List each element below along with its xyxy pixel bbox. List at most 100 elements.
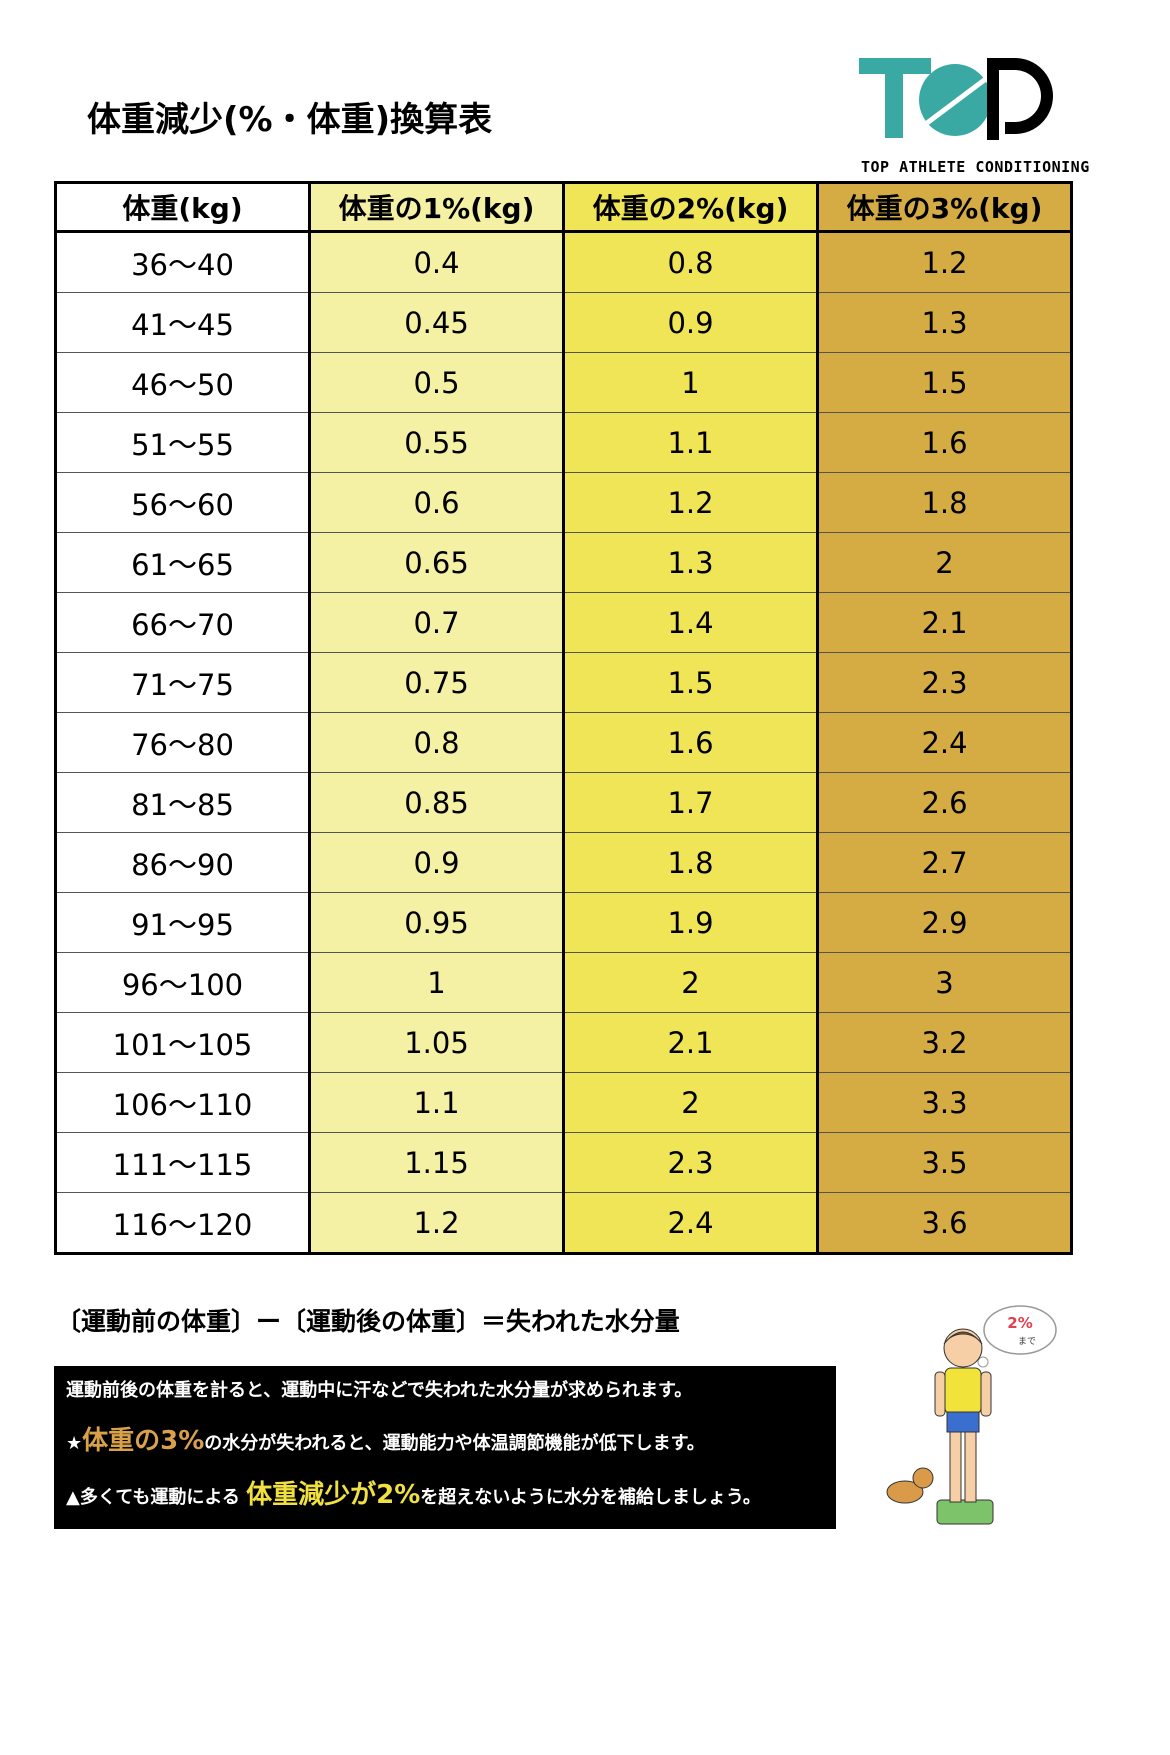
table-cell: 1 bbox=[309, 952, 565, 1013]
table-cell: 0.6 bbox=[309, 472, 565, 533]
table-cell: 2.3 bbox=[563, 1132, 819, 1193]
note-line: ★体重の3%の水分が失われると、運動能力や体温調節機能が低下します。 bbox=[66, 1420, 705, 1457]
note-text: ▲多くても運動による bbox=[66, 1487, 247, 1508]
column-header: 体重の3%(kg) bbox=[816, 181, 1073, 233]
table-cell: 76〜80 bbox=[55, 712, 311, 773]
table-cell: 3.2 bbox=[817, 1012, 1072, 1073]
table-row: 111〜115 1.15 2.3 3.5 bbox=[55, 1132, 1072, 1193]
header-row: 体重(kg) 体重の1%(kg) 体重の2%(kg) 体重の3%(kg) bbox=[54, 181, 1073, 233]
table-row: 86〜90 0.9 1.8 2.7 bbox=[55, 832, 1072, 893]
table-row: 36〜40 0.4 0.8 1.2 bbox=[55, 231, 1072, 293]
table-cell: 106〜110 bbox=[55, 1072, 311, 1133]
table-row: 61〜65 0.65 1.3 2 bbox=[55, 532, 1072, 593]
table-cell: 2.1 bbox=[563, 1012, 819, 1073]
table-cell: 2.7 bbox=[817, 832, 1072, 893]
table-cell: 3 bbox=[817, 952, 1072, 1013]
table-cell: 2.1 bbox=[817, 592, 1072, 653]
table-row: 71〜75 0.75 1.5 2.3 bbox=[55, 652, 1072, 713]
note-text: を超えないように水分を補給しましょう。 bbox=[420, 1487, 761, 1508]
column-header: 体重の2%(kg) bbox=[562, 181, 819, 233]
table-row: 66〜70 0.7 1.4 2.1 bbox=[55, 592, 1072, 653]
table-cell: 1.15 bbox=[309, 1132, 565, 1193]
table-cell: 0.95 bbox=[309, 892, 565, 953]
table-row: 81〜85 0.85 1.7 2.6 bbox=[55, 772, 1072, 833]
table-row: 101〜105 1.05 2.1 3.2 bbox=[55, 1012, 1072, 1073]
table-cell: 36〜40 bbox=[55, 231, 311, 293]
column-header: 体重(kg) bbox=[54, 181, 311, 233]
table-cell: 2.6 bbox=[817, 772, 1072, 833]
table-cell: 1.5 bbox=[817, 352, 1072, 413]
table-cell: 51〜55 bbox=[55, 412, 311, 473]
table-cell: 0.7 bbox=[309, 592, 565, 653]
table-cell: 0.5 bbox=[309, 352, 565, 413]
table-cell: 2 bbox=[563, 1072, 819, 1133]
note-highlight: 体重減少が2% bbox=[246, 1480, 421, 1510]
note-line: 運動前後の体重を計ると、運動中に汗などで失われた水分量が求められます。 bbox=[66, 1380, 693, 1401]
table-cell: 0.8 bbox=[309, 712, 565, 773]
notes-box: 運動前後の体重を計ると、運動中に汗などで失われた水分量が求められます。 ★体重の… bbox=[54, 1366, 836, 1529]
logo bbox=[859, 58, 1053, 140]
table-cell: 2 bbox=[563, 952, 819, 1013]
table-cell: 0.75 bbox=[309, 652, 565, 713]
bubble-subtext: まで bbox=[1018, 1336, 1036, 1347]
table-cell: 2 bbox=[817, 532, 1072, 593]
table-cell: 56〜60 bbox=[55, 472, 311, 533]
table-cell: 71〜75 bbox=[55, 652, 311, 713]
table-row: 91〜95 0.95 1.9 2.9 bbox=[55, 892, 1072, 953]
table-cell: 1.2 bbox=[309, 1192, 565, 1254]
table-cell: 1.8 bbox=[563, 832, 819, 893]
table-cell: 3.5 bbox=[817, 1132, 1072, 1193]
table-row: 41〜45 0.45 0.9 1.3 bbox=[55, 292, 1072, 353]
table-cell: 81〜85 bbox=[55, 772, 311, 833]
note-highlight: 体重の3% bbox=[82, 1426, 205, 1456]
table-row: 56〜60 0.6 1.2 1.8 bbox=[55, 472, 1072, 533]
note-line: ▲多くても運動による 体重減少が2%を超えないように水分を補給しましょう。 bbox=[66, 1474, 761, 1511]
table-cell: 1.1 bbox=[309, 1072, 565, 1133]
table-cell: 41〜45 bbox=[55, 292, 311, 353]
table-cell: 61〜65 bbox=[55, 532, 311, 593]
conversion-table: 体重(kg) 体重の1%(kg) 体重の2%(kg) 体重の3%(kg) 36〜40 0… bbox=[54, 181, 1073, 1255]
table-cell: 0.65 bbox=[309, 532, 565, 593]
table-cell: 1.6 bbox=[563, 712, 819, 773]
table-cell: 2.4 bbox=[817, 712, 1072, 773]
note-text: ★ bbox=[66, 1433, 83, 1454]
table-cell: 1.2 bbox=[817, 231, 1072, 293]
formula: 〔運動前の体重〕ー〔運動後の体重〕＝失われた水分量 bbox=[56, 1307, 680, 1336]
table-cell: 0.4 bbox=[309, 231, 565, 293]
table-row: 96〜100 1 2 3 bbox=[55, 952, 1072, 1013]
table-cell: 1.3 bbox=[817, 292, 1072, 353]
table-cell: 46〜50 bbox=[55, 352, 311, 413]
table-cell: 1 bbox=[563, 352, 819, 413]
table-cell: 1.6 bbox=[817, 412, 1072, 473]
table-cell: 3.3 bbox=[817, 1072, 1072, 1133]
logo-caption: TOP ATHLETE CONDITIONING bbox=[861, 158, 1090, 176]
table-cell: 1.05 bbox=[309, 1012, 565, 1073]
table-row: 51〜55 0.55 1.1 1.6 bbox=[55, 412, 1072, 473]
table-cell: 3.6 bbox=[817, 1192, 1072, 1254]
table-cell: 1.8 bbox=[817, 472, 1072, 533]
table-cell: 2.3 bbox=[817, 652, 1072, 713]
table-row: 76〜80 0.8 1.6 2.4 bbox=[55, 712, 1072, 773]
note-text: の水分が失われると、運動能力や体温調節機能が低下します。 bbox=[204, 1433, 705, 1454]
table-cell: 1.5 bbox=[563, 652, 819, 713]
table-cell: 0.9 bbox=[309, 832, 565, 893]
table-cell: 1.1 bbox=[563, 412, 819, 473]
table-cell: 0.55 bbox=[309, 412, 565, 473]
table-cell: 0.45 bbox=[309, 292, 565, 353]
table-cell: 1.3 bbox=[563, 532, 819, 593]
illustration: 2% まで bbox=[886, 1305, 1057, 1525]
table-cell: 1.2 bbox=[563, 472, 819, 533]
column-header: 体重の1%(kg) bbox=[308, 181, 565, 233]
table-cell: 111〜115 bbox=[55, 1132, 311, 1193]
table-cell: 86〜90 bbox=[55, 832, 311, 893]
table-cell: 1.7 bbox=[563, 772, 819, 833]
table-cell: 101〜105 bbox=[55, 1012, 311, 1073]
table-cell: 0.9 bbox=[563, 292, 819, 353]
title: 体重減少(%・体重)換算表 bbox=[87, 100, 493, 140]
table-cell: 0.85 bbox=[309, 772, 565, 833]
table-cell: 1.4 bbox=[563, 592, 819, 653]
table-cell: 91〜95 bbox=[55, 892, 311, 953]
table-cell: 2.4 bbox=[563, 1192, 819, 1254]
table-cell: 2.9 bbox=[817, 892, 1072, 953]
